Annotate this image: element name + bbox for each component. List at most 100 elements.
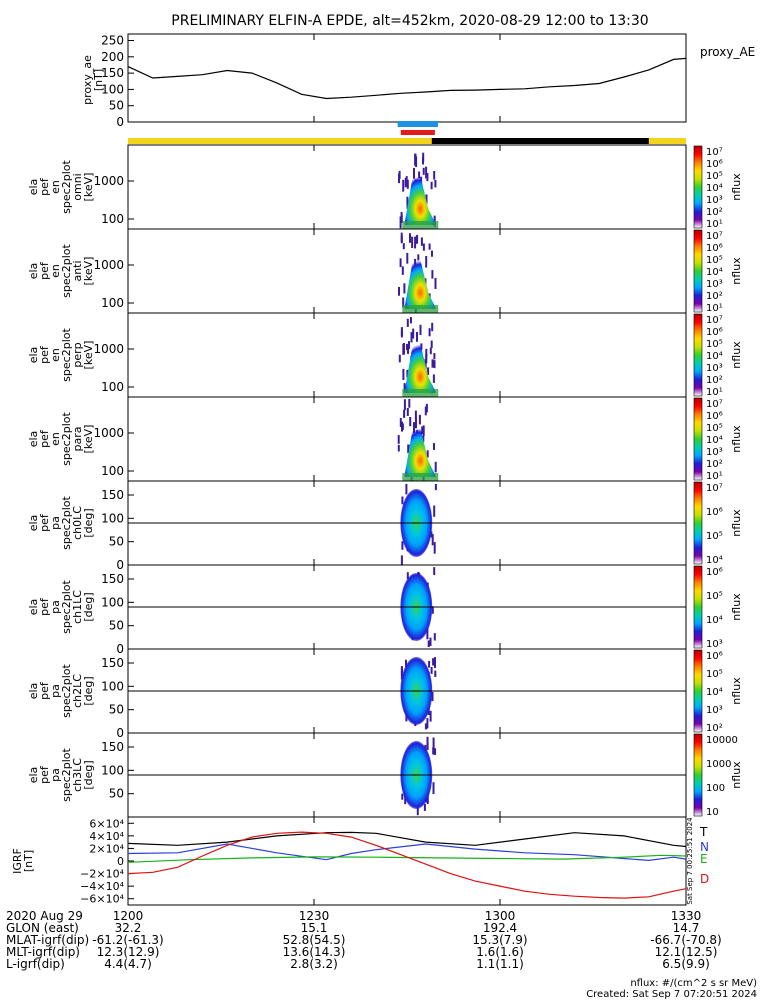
ae-ytick-label: 150: [101, 66, 124, 80]
colorbar-label: nflux: [730, 341, 743, 369]
status-bar-science-zone-blue: [397, 121, 438, 127]
colorbar-tick-label: 10⁵: [706, 423, 723, 434]
colorbar-tick-label: 10⁷: [706, 231, 723, 242]
data-speck: [431, 250, 433, 257]
panel-ylabel-line: ela: [27, 767, 40, 784]
panel-ytick-label: 150: [101, 572, 124, 586]
panel-ylabel-line: anti: [71, 260, 84, 281]
data-speck: [422, 157, 424, 165]
data-speck: [434, 657, 436, 669]
colorbar-tick-label: 10⁷: [706, 315, 723, 326]
colorbar-tick-label: 10⁴: [706, 435, 723, 446]
data-speck: [434, 484, 437, 491]
data-speck: [433, 353, 436, 360]
ephemeris-value: -61.2(-61.3): [92, 933, 163, 947]
panel-ylabel-line: en: [49, 432, 62, 446]
panel-ytick-label: 150: [101, 656, 124, 670]
panel-ylabel-line: ch3LC: [71, 758, 84, 792]
data-speck: [425, 194, 428, 204]
data-speck: [405, 659, 407, 667]
colorbar-tick-label: 10²: [706, 291, 723, 302]
data-speck: [431, 322, 434, 332]
ephemeris-label: L-igrf(dip): [6, 957, 65, 971]
ae-legend: proxy_AE: [700, 45, 755, 59]
colorbar-5: [693, 565, 703, 649]
data-speck: [428, 243, 431, 250]
igrf-ytick-label: 2×10⁴: [89, 842, 124, 855]
igrf-ytick-label: 4×10⁴: [89, 830, 124, 843]
data-speck: [424, 723, 427, 730]
data-speck: [414, 236, 417, 249]
data-speck: [426, 450, 429, 458]
data-speck: [402, 179, 405, 192]
data-speck: [408, 341, 410, 350]
panel-ylabel-line: ela: [27, 515, 40, 532]
igrf-series-T: [127, 831, 687, 848]
footer-units: nflux: #/(cm^2 s sr MeV): [630, 978, 757, 989]
data-speck: [400, 330, 403, 338]
data-speck: [413, 422, 415, 434]
ae-ytick-label: 100: [101, 82, 124, 96]
data-speck: [411, 236, 414, 248]
data-speck: [406, 252, 409, 264]
data-speck: [400, 555, 403, 566]
data-speck: [433, 171, 436, 180]
data-speck: [401, 541, 404, 550]
colorbar-tick-label: 10⁵: [706, 339, 723, 350]
energy-flux-base: [402, 473, 439, 481]
panel-ytick-label: 100: [101, 679, 124, 693]
colorbar-tick-label: 10⁶: [706, 243, 723, 254]
data-speck: [434, 748, 436, 755]
colorbar-tick-label: 10¹: [706, 471, 723, 482]
igrf-legend-N: N: [700, 840, 709, 854]
panel-ylabel-line: en: [49, 264, 62, 278]
data-speck: [432, 782, 435, 795]
data-speck: [428, 660, 431, 668]
data-speck: [422, 167, 425, 175]
colorbar-tick-label: 10²: [706, 723, 723, 734]
data-speck: [406, 572, 409, 580]
ae-frame: [127, 33, 687, 123]
panel-ytick-label: 100: [101, 212, 124, 226]
colorbar-tick-label: 10⁴: [706, 351, 723, 362]
panel-ytick-label: 50: [109, 787, 124, 801]
data-speck: [405, 176, 408, 187]
igrf-legend-T: T: [699, 825, 708, 839]
spectrogram-panels: 1000100elapefenspec2plotomni[keV]10⁷10⁶1…: [27, 144, 743, 818]
data-speck: [399, 216, 402, 229]
plot-title: PRELIMINARY ELFIN-A EPDE, alt=452km, 202…: [171, 13, 648, 29]
data-speck: [398, 354, 401, 363]
data-speck: [410, 317, 412, 324]
colorbar-tick-label: 10⁵: [706, 255, 723, 266]
ephemeris-value: 12.1(12.5): [655, 945, 718, 959]
data-speck: [397, 444, 400, 452]
data-speck: [408, 399, 411, 408]
colorbar-tick-label: 10⁴: [706, 615, 723, 626]
data-speck: [433, 567, 436, 575]
data-speck: [399, 258, 402, 268]
data-speck: [433, 443, 435, 450]
ephemeris-label: MLAT-igrf(dip): [6, 933, 89, 947]
colorbar-label: nflux: [730, 173, 743, 201]
data-speck: [406, 343, 408, 351]
panel-ylabel-line: ch0LC: [71, 506, 84, 540]
ae-ytick-label: 50: [109, 99, 124, 113]
igrf-ylabel-line: [nT]: [22, 850, 35, 872]
data-speck: [434, 670, 437, 677]
ae-ytick-label: 250: [101, 34, 124, 48]
colorbar-tick-label: 1000: [706, 759, 731, 770]
panel-ylabel-line: perp: [71, 342, 84, 367]
ae-ylabel-line: [nT]: [92, 69, 105, 91]
spectrogram-panel-3: 1000100elapefenspec2plotpara[keV]10⁷10⁶1…: [27, 396, 743, 483]
data-speck: [431, 534, 434, 546]
panel-ytick-label: 150: [101, 488, 124, 502]
data-speck: [413, 168, 415, 179]
igrf-ytick-label: −2×10⁴: [80, 868, 124, 881]
ephemeris-label: MLT-igrf(dip): [6, 945, 80, 959]
energy-flux-blob: [404, 171, 437, 225]
colorbar-tick-label: 10⁴: [706, 687, 723, 698]
panel-ylabel-line: pa: [49, 768, 62, 782]
data-speck: [407, 444, 410, 454]
colorbar-tick-label: 10⁵: [706, 591, 723, 602]
